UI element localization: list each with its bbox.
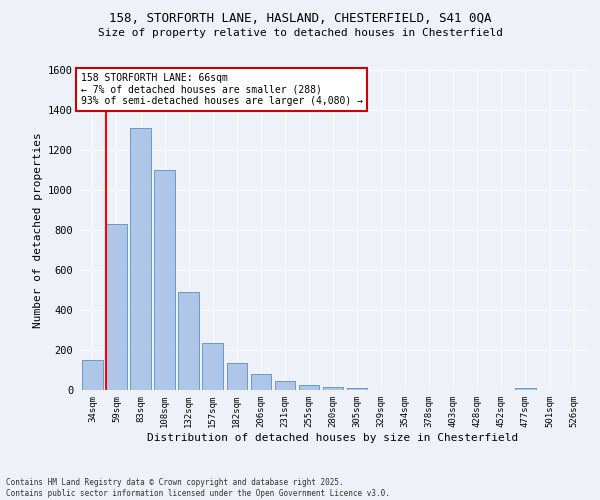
Bar: [106, 224, 127, 390]
X-axis label: Distribution of detached houses by size in Chesterfield: Distribution of detached houses by size …: [148, 432, 518, 442]
Bar: [299, 385, 319, 390]
Bar: [82, 360, 103, 390]
Bar: [227, 363, 247, 390]
Text: Size of property relative to detached houses in Chesterfield: Size of property relative to detached ho…: [97, 28, 503, 38]
Text: 158 STORFORTH LANE: 66sqm
← 7% of detached houses are smaller (288)
93% of semi-: 158 STORFORTH LANE: 66sqm ← 7% of detach…: [80, 73, 362, 106]
Bar: [130, 128, 151, 390]
Bar: [347, 388, 367, 390]
Bar: [323, 387, 343, 390]
Bar: [275, 381, 295, 390]
Y-axis label: Number of detached properties: Number of detached properties: [32, 132, 43, 328]
Bar: [515, 388, 536, 390]
Text: Contains HM Land Registry data © Crown copyright and database right 2025.
Contai: Contains HM Land Registry data © Crown c…: [6, 478, 390, 498]
Bar: [178, 292, 199, 390]
Text: 158, STORFORTH LANE, HASLAND, CHESTERFIELD, S41 0QA: 158, STORFORTH LANE, HASLAND, CHESTERFIE…: [109, 12, 491, 26]
Bar: [202, 343, 223, 390]
Bar: [154, 170, 175, 390]
Bar: [251, 374, 271, 390]
